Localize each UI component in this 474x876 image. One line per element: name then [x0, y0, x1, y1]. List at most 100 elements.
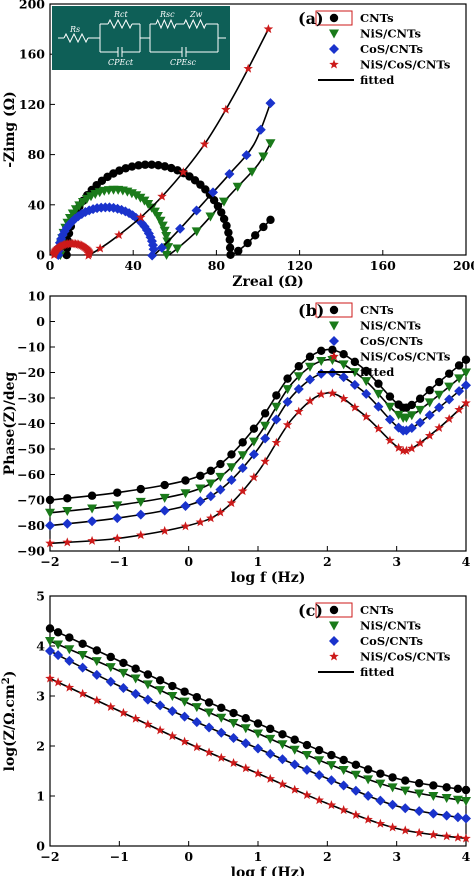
x-tick-label: 4 [462, 554, 471, 569]
x-tick-label: −2 [40, 554, 59, 569]
y-tick-label: 0 [36, 314, 45, 329]
data-point [156, 242, 167, 253]
data-point [159, 493, 170, 503]
data-point [305, 362, 315, 372]
data-point [444, 394, 455, 405]
data-point [91, 657, 102, 667]
data-point [441, 794, 452, 804]
data-point [282, 385, 293, 395]
data-point [278, 730, 287, 739]
data-point [142, 680, 153, 690]
data-point [45, 538, 55, 548]
data-point [227, 450, 236, 459]
data-point [293, 384, 304, 395]
legend-marker [329, 605, 339, 615]
data-point [225, 235, 234, 244]
data-point [428, 829, 439, 839]
y-tick-label: 1 [36, 789, 45, 804]
data-point [147, 160, 156, 169]
data-point [461, 833, 471, 843]
y-tick-label: 0 [36, 839, 45, 854]
plot-frame [49, 3, 467, 256]
data-point [271, 414, 282, 425]
data-point [376, 769, 385, 778]
data-point [155, 686, 166, 696]
data-point [339, 350, 348, 359]
data-point [77, 662, 88, 673]
data-point [249, 472, 259, 482]
data-point [434, 390, 445, 400]
legend-marker [329, 636, 339, 646]
legend-entry: CoS/CNTs [360, 634, 423, 648]
data-point [283, 374, 292, 383]
data-point [289, 759, 300, 770]
data-point [400, 803, 411, 814]
data-point [221, 104, 231, 114]
data-point [414, 779, 424, 788]
data-point [216, 752, 227, 762]
data-point [205, 479, 216, 489]
data-point [305, 352, 315, 361]
data-point [62, 537, 73, 547]
data-point [216, 713, 227, 723]
data-point [226, 498, 237, 508]
data-point [62, 518, 73, 529]
legend-entry: CNTs [360, 603, 394, 617]
data-point [282, 396, 293, 407]
data-point [317, 346, 326, 355]
legend-entry: CoS/CNTs [360, 334, 423, 348]
data-point [349, 379, 360, 390]
data-point [53, 628, 63, 637]
data-point [316, 368, 327, 379]
data-point [401, 776, 410, 785]
data-point [195, 496, 206, 507]
data-point [228, 719, 239, 729]
data-point [53, 677, 63, 687]
data-point [454, 386, 465, 397]
resistor-symbol [183, 18, 207, 30]
chart-panel-0: 0 40 80 120 160 200 0 40 80 120 160 200 Zreal (Ω) -Zi… [2, 0, 474, 290]
x-tick-label: 2 [323, 849, 332, 864]
data-point [152, 212, 163, 222]
data-point [428, 808, 439, 819]
data-point [134, 161, 143, 170]
x-tick-label: 1 [254, 554, 263, 569]
data-point [83, 250, 94, 260]
data-point [415, 417, 426, 428]
legend-marker [329, 305, 339, 315]
data-point [362, 366, 371, 376]
data-point [414, 789, 425, 799]
x-tick-label: 200 [453, 258, 474, 273]
data-point [289, 745, 300, 755]
data-point [265, 139, 276, 149]
panel-label: (a) [298, 9, 324, 28]
data-point [191, 703, 202, 713]
data-point [118, 682, 129, 693]
data-point [136, 530, 146, 540]
x-tick-label: 0 [184, 849, 193, 864]
data-point [95, 243, 105, 253]
data-point [350, 357, 360, 367]
data-point [224, 169, 235, 180]
fitted-line [49, 358, 467, 514]
data-point [168, 681, 177, 691]
x-tick-label: 1 [254, 849, 263, 864]
y-axis-label: -Zimg (Ω) [2, 91, 18, 168]
data-point [301, 764, 312, 775]
x-tick-label: 3 [392, 554, 401, 569]
data-point [228, 733, 239, 744]
data-point [228, 758, 239, 768]
data-point [434, 377, 444, 387]
data-point [64, 645, 75, 655]
data-point [77, 688, 88, 698]
data-point [45, 520, 55, 531]
data-point [241, 150, 252, 161]
panel-label: (c) [298, 601, 323, 620]
fitted-line [49, 677, 467, 840]
data-point [415, 438, 425, 448]
y-tick-label: 2 [36, 739, 45, 754]
data-point [387, 799, 398, 810]
data-point [45, 637, 55, 646]
series-NiS/CoS/CNTs [49, 24, 274, 260]
